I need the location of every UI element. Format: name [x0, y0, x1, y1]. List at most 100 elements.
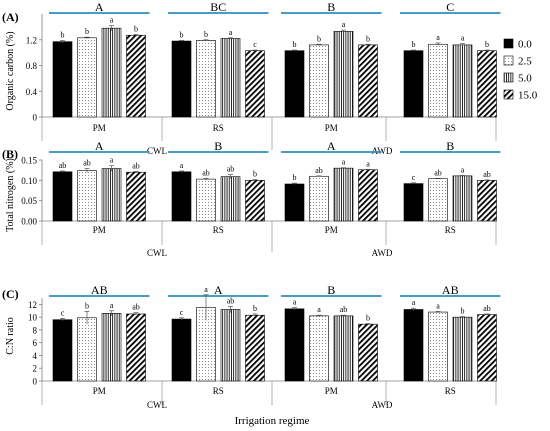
- y-tick-label: 0.10: [21, 176, 37, 186]
- y-tick-label: 0: [33, 377, 38, 387]
- bar-letter: ab: [315, 166, 323, 175]
- bar-letter: a: [461, 165, 465, 174]
- bar: [428, 43, 448, 118]
- bar: [477, 314, 497, 382]
- x-tick-label: PM: [325, 225, 338, 235]
- bar: [77, 37, 97, 118]
- regime-label: AWD: [372, 248, 393, 258]
- bar-letter: a: [110, 301, 114, 310]
- bar-letter: a: [293, 298, 297, 307]
- x-tick-label: RS: [445, 386, 456, 396]
- panel-label-a: (A): [2, 10, 19, 24]
- group-letter: A: [327, 139, 336, 153]
- legend-label-2: 5.0: [518, 73, 532, 85]
- bar: [101, 168, 122, 222]
- x-tick-label: RS: [445, 123, 456, 133]
- bar: [333, 315, 354, 382]
- y-tick-label: 0.05: [21, 196, 37, 206]
- y-tick-label: 8: [33, 325, 38, 335]
- bar-letter: a: [342, 158, 346, 167]
- x-tick-label: RS: [213, 386, 224, 396]
- panel-label-b: (B): [2, 147, 18, 161]
- bar-letter: ab: [227, 165, 235, 174]
- bar-letter: ab: [227, 296, 235, 305]
- panel-a: 0 0.4 0.8 1.2 A PM b b a b BC RS b b a c B PM b b a b C RS b a a b C…: [26, 0, 501, 156]
- bar: [52, 319, 73, 382]
- y-tick-label: 6: [33, 338, 38, 348]
- bar: [452, 316, 473, 382]
- bar-letter: ab: [483, 170, 491, 179]
- legend-label-1: 2.5: [518, 56, 532, 68]
- bar: [196, 40, 216, 118]
- bar-letter: a: [110, 16, 114, 25]
- bar-letter: b: [253, 170, 257, 179]
- regime-label: CWL: [147, 146, 167, 156]
- bar-letter: a: [366, 159, 370, 168]
- bar-letter: c: [61, 308, 65, 317]
- bar-letter: ab: [83, 159, 91, 168]
- bar: [52, 171, 73, 222]
- bar: [358, 44, 378, 118]
- bar: [309, 175, 329, 222]
- y-tick-label: 4: [33, 351, 38, 361]
- bar-letter: ab: [59, 161, 67, 170]
- x-tick-label: PM: [325, 123, 338, 133]
- group-letter: B: [446, 139, 454, 153]
- bar: [284, 308, 305, 382]
- group-letter: BC: [210, 0, 226, 14]
- bar-letter: b: [366, 34, 370, 43]
- group-letter: AB: [91, 283, 108, 297]
- x-tick-label: PM: [325, 386, 338, 396]
- legend-swatch-2: [503, 72, 514, 83]
- bar: [309, 315, 329, 382]
- bar-letter: a: [412, 298, 416, 307]
- bar-letter: a: [342, 20, 346, 29]
- bar-letter: c: [253, 40, 257, 49]
- bar: [77, 317, 97, 382]
- bar: [126, 313, 146, 382]
- legend-swatch-3: [503, 89, 514, 100]
- bar: [196, 178, 216, 222]
- panel-label-c: (C): [2, 287, 19, 301]
- bar-letter: b: [204, 30, 208, 39]
- bar: [428, 311, 448, 382]
- bar: [452, 175, 473, 222]
- bar: [245, 180, 265, 222]
- bar: [220, 38, 241, 118]
- bar: [333, 31, 354, 118]
- bar-letter: a: [317, 305, 321, 314]
- bar-letter: b: [366, 314, 370, 323]
- bar: [245, 314, 265, 382]
- x-tick-label: RS: [213, 123, 224, 133]
- x-tick-label: PM: [93, 386, 106, 396]
- bar-letter: c: [412, 173, 416, 182]
- x-tick-label: PM: [93, 123, 106, 133]
- bar: [403, 309, 424, 382]
- bar-letter: a: [461, 34, 465, 43]
- bar-letter: a: [436, 33, 440, 42]
- bar-letter: ab: [132, 161, 140, 170]
- y-tick-label: 1.2: [26, 35, 37, 45]
- bar-letter: ab: [434, 168, 442, 177]
- bar-letter: b: [293, 173, 297, 182]
- regime-label: CWL: [147, 400, 167, 410]
- legend-label-0: 0.0: [518, 39, 532, 51]
- y-axis-label-c: C:N ratio: [5, 317, 16, 355]
- y-axis-label-a: Organic carbon (%): [5, 31, 16, 110]
- x-axis-title: Irrigation regime: [235, 415, 310, 427]
- bar: [452, 44, 473, 118]
- bar: [477, 180, 497, 222]
- y-tick-label: 0.00: [21, 217, 37, 227]
- y-tick-label: 2: [33, 364, 38, 374]
- bar: [101, 27, 122, 118]
- bar-letter: ab: [202, 168, 210, 177]
- bar-letter: b: [134, 25, 138, 34]
- bar-letter: b: [461, 307, 465, 316]
- bar: [284, 50, 305, 118]
- bar: [309, 44, 329, 118]
- bar: [126, 171, 146, 222]
- bar: [77, 170, 97, 222]
- bar-letter: b: [485, 40, 489, 49]
